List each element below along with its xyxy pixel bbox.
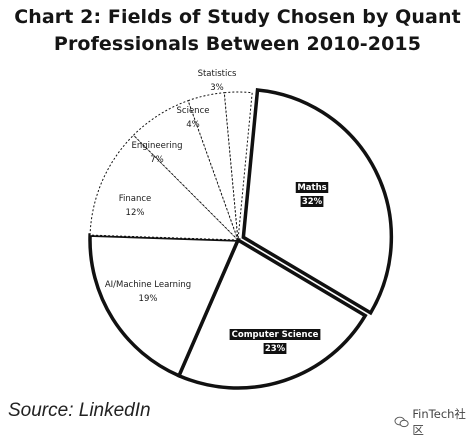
slice-label-background <box>263 343 287 354</box>
slice-label-background <box>295 182 329 193</box>
slice-label-value: 23% <box>265 344 286 354</box>
watermark: FinTech社区 <box>394 406 475 438</box>
source-note: Source: LinkedIn <box>8 400 151 421</box>
slice-label-finance: Finance 12% <box>119 194 152 218</box>
slice-label-value: 32% <box>302 197 323 207</box>
slice-label-value: 3% <box>210 83 224 93</box>
pie-slice-finance <box>89 134 240 241</box>
slice-label-value: 7% <box>150 155 164 165</box>
slice-label-name: Finance <box>119 194 152 204</box>
pie-slice-statistics <box>223 91 253 241</box>
slice-label-name: Statistics <box>198 69 237 79</box>
slice-label-value: 4% <box>186 120 200 130</box>
slice-label-statistics: Statistics 3% <box>198 69 237 93</box>
pie-slice-science <box>187 92 239 241</box>
slice-label-name: Engineering <box>132 141 183 151</box>
slice-label-computer-science: Computer Science 23% <box>229 329 321 354</box>
slice-label-value: 19% <box>139 294 158 304</box>
slice-label-ai-machine-learning: AI/Machine Learning 19% <box>105 280 191 304</box>
slice-label-name: Science <box>177 106 210 116</box>
chart-title: Chart 2: Fields of Study Chosen by Quant… <box>0 4 475 58</box>
chart-title-line-2: Professionals Between 2010-2015 <box>53 33 422 55</box>
pie-slice-computer-science <box>176 237 368 390</box>
slice-label-value: 12% <box>126 208 145 218</box>
chart-title-line-1: Chart 2: Fields of Study Chosen by Quant <box>14 6 461 28</box>
slice-label-background <box>300 196 324 207</box>
watermark-text: FinTech社区 <box>412 407 466 437</box>
slice-label-name: Maths <box>297 183 326 193</box>
pie-slice-ai-machine-learning <box>88 233 241 379</box>
slice-label-science: Science 4% <box>177 106 210 130</box>
slice-label-engineering: Engineering 7% <box>132 141 183 165</box>
wechat-icon <box>394 416 409 428</box>
slice-label-name: Computer Science <box>232 330 319 340</box>
slice-label-name: AI/Machine Learning <box>105 280 191 290</box>
slice-label-maths: Maths 32% <box>295 182 329 207</box>
slice-label-background <box>229 329 321 340</box>
pie-slice-engineering <box>132 100 239 241</box>
